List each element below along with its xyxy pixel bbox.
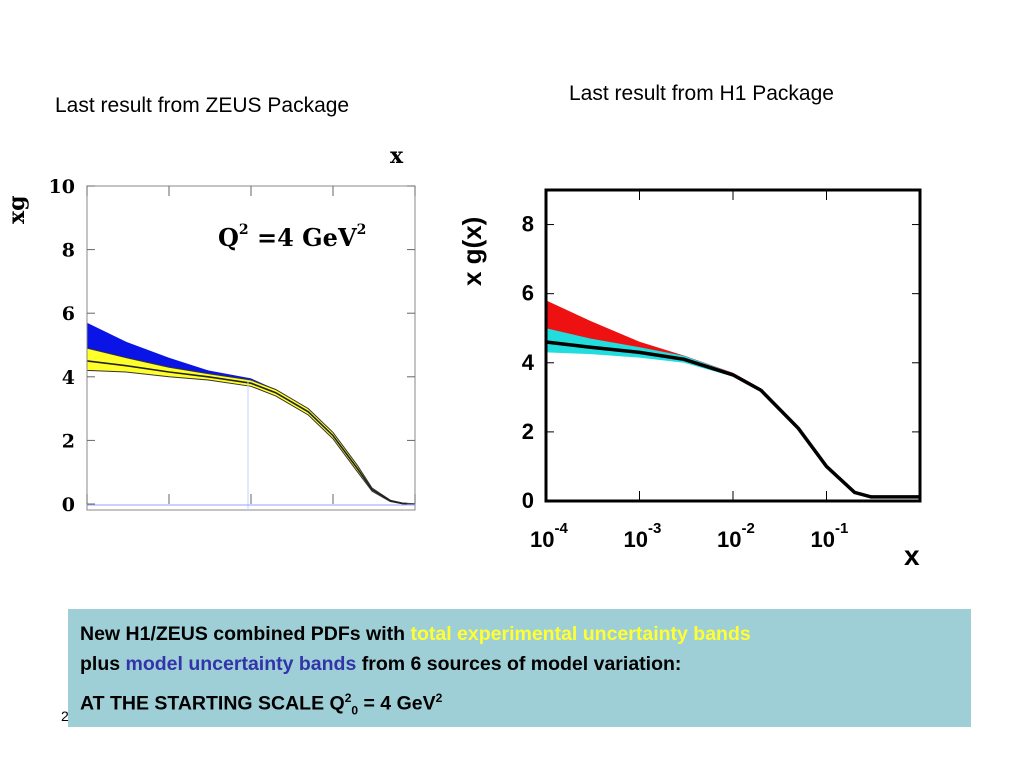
note-line-2: plus model uncertainty bands from 6 sour…	[80, 653, 682, 675]
zeus-central-line	[86, 360, 416, 505]
zeus-xlabel: x	[390, 143, 404, 169]
h1-xlabel: x	[904, 540, 920, 571]
page-number: 2	[61, 708, 69, 724]
h1-xtick-label: 10-2	[717, 520, 755, 552]
zeus-ytick-label: 2	[62, 430, 75, 452]
h1-ylabel: x g(x)	[457, 217, 487, 286]
h1-xtick-label: 10-3	[624, 520, 662, 552]
zeus-ylabel: xg	[4, 196, 30, 225]
zeus-ytick-label: 10	[49, 176, 75, 198]
zeus-model-band	[87, 322, 415, 504]
zeus-chart: 0 2 4 6 8 10 x xg Q2 =4 GeV2	[4, 143, 416, 516]
h1-xtick-label: 10-4	[530, 520, 568, 552]
h1-ytick-label: 2	[522, 419, 534, 444]
h1-model-band	[545, 300, 920, 497]
zeus-caption: Last result from ZEUS Package	[55, 94, 350, 117]
h1-ytick-label: 6	[522, 281, 534, 306]
h1-ytick-label: 8	[522, 212, 534, 237]
h1-chart: 0 2 4 6 8 10-4 10-3 10-2 10-1 x g(x) x	[457, 188, 922, 571]
zeus-ytick-label: 6	[62, 303, 75, 325]
zeus-ytick-label: 4	[62, 367, 75, 389]
h1-xtick-label: 10-1	[811, 520, 849, 552]
h1-exp-band	[546, 328, 920, 498]
h1-caption: Last result from H1 Package	[569, 82, 834, 105]
note-line-1: New H1/ZEUS combined PDFs with total exp…	[80, 623, 751, 645]
h1-central-line	[545, 340, 920, 499]
zeus-ytick-label: 8	[62, 240, 75, 262]
pdf-charts: 0 2 4 6 8 10 x xg Q2 =4 GeV2 0 2 4 6 8 10-4 10-3 10-…	[4, 143, 922, 571]
zeus-q2-annotation: Q2 =4 GeV2	[218, 222, 366, 252]
note-line-3: AT THE STARTING SCALE Q20 = 4 GeV2	[80, 691, 443, 718]
zeus-ytick-label: 0	[62, 494, 75, 516]
model-band-highlight: model uncertainty bands	[125, 653, 357, 675]
summary-note-box: New H1/ZEUS combined PDFs with total exp…	[68, 609, 971, 727]
h1-ytick-label: 0	[522, 488, 534, 513]
h1-ytick-label: 4	[522, 350, 535, 375]
exp-band-highlight: total experimental uncertainty bands	[410, 623, 751, 645]
